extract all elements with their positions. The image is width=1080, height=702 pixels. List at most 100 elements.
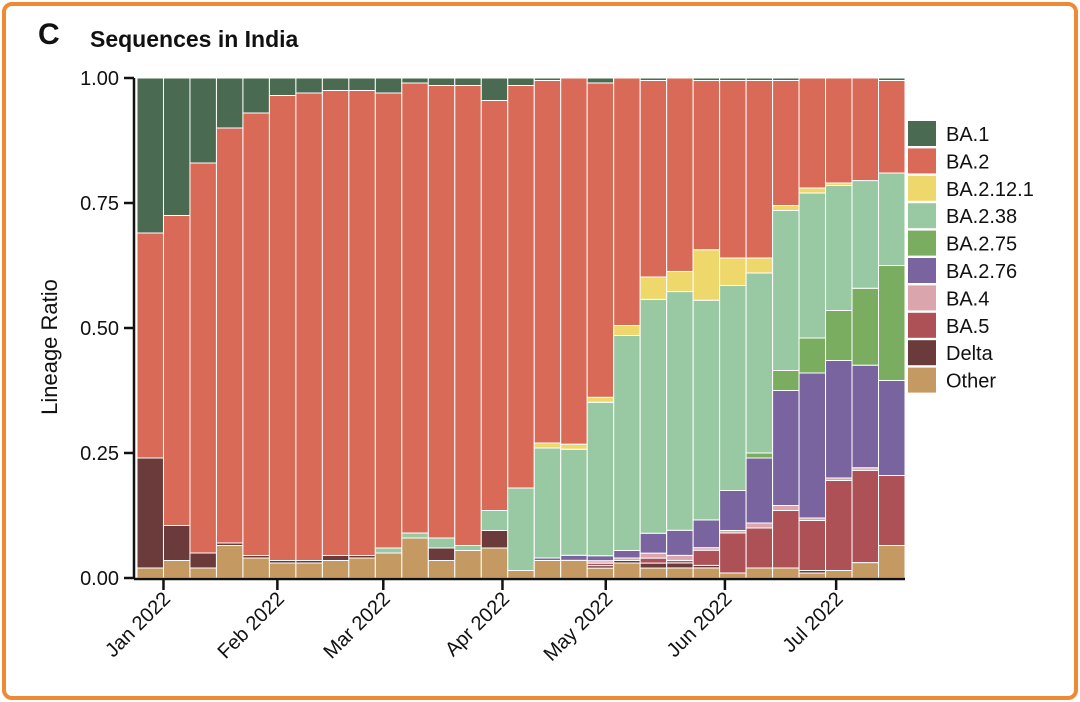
bar-segment-other-2: [189, 567, 217, 579]
legend-label-ba-2-38: BA.2.38: [946, 206, 1017, 228]
bar-segment-other-18: [613, 562, 641, 579]
bar-segment-ba-2-5: [268, 95, 297, 561]
bar-segment-ba-2-8: [348, 90, 376, 556]
bar-segment-ba-2-28: [878, 80, 906, 174]
bar-segment-other-16: [560, 559, 588, 579]
bar-segment-ba-5-27: [851, 469, 880, 564]
bar-segment-ba-2-38-27: [851, 180, 880, 289]
bar-segment-ba-2-7: [321, 90, 350, 556]
bar-segment-delta-0: [136, 457, 164, 569]
bar-segment-ba-2-38-25: [798, 192, 827, 339]
panel-label: C: [38, 18, 60, 51]
bar-segment-ba-2-76-16: [560, 554, 588, 561]
bar-segment-ba-1-21: [692, 77, 721, 82]
bar-segment-other-11: [427, 560, 456, 579]
bar-segment-ba-1-2: [189, 77, 217, 164]
bar-segment-ba-4-23: [745, 522, 774, 529]
legend-swatch-other: [908, 367, 936, 393]
bar-segment-ba-1-24: [772, 77, 800, 81]
bar-segment-ba-2-15: [533, 80, 562, 444]
bar-segment-ba-2-9: [374, 92, 403, 549]
bar-segment-ba-1-11: [427, 77, 456, 86]
bar-segment-ba-2-12-1-16: [560, 443, 588, 450]
bar-segment-ba-2-12-1-20: [666, 270, 694, 293]
bar-segment-ba-1-0: [136, 77, 164, 234]
legend-swatch-delta: [908, 340, 936, 366]
bar-segment-ba-5-19: [639, 557, 668, 564]
bar-segment-other-6: [295, 562, 323, 579]
bar-segment-ba-2-25: [798, 77, 827, 189]
bar-segment-ba-2-13: [480, 100, 509, 511]
bar-segment-other-1: [162, 560, 191, 579]
y-tick-layer: 0.00 0.25 0.50 0.75 1.00: [80, 68, 134, 590]
x-tick-label: Apr 2022: [441, 588, 514, 661]
bar-segment-ba-2-6: [295, 92, 323, 561]
bar-segment-other-15: [533, 560, 562, 579]
legend-swatch-ba-1: [908, 121, 936, 146]
legend-label-ba-2: BA.2: [946, 151, 989, 173]
bar-segment-ba-2-76-25: [798, 372, 827, 519]
bar-segment-other-9: [374, 552, 403, 579]
bar-segment-ba-2-38-13: [480, 510, 509, 531]
bar-segment-ba-5-22: [719, 532, 747, 574]
bar-segment-ba-1-17: [586, 77, 615, 84]
bar-segment-ba-2-75-28: [878, 265, 906, 381]
legend: BA.1 BA.2 BA.2.12.1 BA.2.38 BA.2.75 BA.2.76 BA…: [908, 121, 1034, 393]
legend-swatch-ba-2-12-1: [908, 175, 936, 201]
bar-segment-ba-1-12: [454, 77, 482, 86]
bar-segment-other-24: [772, 567, 800, 579]
bar-segment-other-21: [692, 567, 721, 579]
bar-segment-other-17: [586, 567, 615, 579]
bar-segment-ba-2-38-14: [507, 487, 535, 571]
y-tick-label: 0.00: [80, 568, 119, 590]
bar-segment-other-19: [639, 567, 668, 579]
bar-stack-layer: [136, 77, 906, 579]
bar-segment-ba-2-12-1-22: [719, 257, 747, 286]
legend-swatch-ba-2-76: [908, 258, 936, 283]
bar-segment-delta-1: [162, 525, 191, 561]
bar-segment-ba-4-19: [639, 552, 668, 559]
bar-segment-ba-2-76-26: [825, 360, 853, 479]
bar-segment-other-0: [136, 567, 164, 579]
bar-segment-ba-1-5: [268, 77, 297, 96]
bar-segment-ba-2-75-24: [772, 370, 800, 391]
legend-label-ba-2-76: BA.2.76: [946, 261, 1017, 283]
bar-segment-ba-5-24: [772, 510, 800, 569]
bar-segment-ba-1-1: [162, 77, 191, 216]
bar-segment-ba-2-10: [401, 82, 429, 534]
bar-segment-other-7: [321, 560, 350, 579]
legend-swatch-ba-2-75: [908, 230, 936, 256]
x-tick-label: Jan 2022: [101, 588, 175, 662]
bar-segment-ba-1-22: [719, 77, 747, 81]
bar-segment-ba-2-12-1-15: [533, 442, 562, 449]
x-tick-layer: Jan 2022 Feb 2022 Mar 2022 Apr 2022 May 2022…: [101, 579, 848, 666]
bar-segment-ba-1-3: [215, 77, 244, 129]
bar-segment-ba-2-76-18: [613, 550, 641, 559]
x-tick-label: May 2022: [540, 588, 618, 666]
bar-segment-ba-5-23: [745, 527, 774, 569]
bar-segment-ba-2-38-19: [639, 298, 668, 534]
bar-segment-ba-2-75-26: [825, 310, 853, 361]
bar-segment-ba-1-14: [507, 77, 535, 86]
bar-segment-delta-19: [639, 562, 668, 569]
legend-label-ba-5: BA.5: [946, 316, 989, 338]
chart-title: Sequences in India: [90, 26, 299, 52]
bar-segment-ba-1-10: [401, 77, 429, 84]
bar-segment-ba-2-38-10: [401, 532, 429, 539]
legend-label-other: Other: [946, 371, 996, 393]
bar-segment-ba-2-22: [719, 80, 747, 259]
bar-segment-ba-2-12-1-19: [639, 276, 668, 300]
bar-segment-ba-4-24: [772, 505, 800, 511]
x-tick-label: Jul 2022: [779, 588, 848, 657]
bar-segment-other-8: [348, 557, 376, 579]
bar-segment-ba-1-15: [533, 77, 562, 81]
bar-segment-delta-20: [666, 562, 694, 569]
bar-segment-ba-2-38-28: [878, 172, 906, 266]
y-tick-label: 1.00: [80, 68, 119, 90]
bar-segment-ba-2-12-1-21: [692, 249, 721, 301]
bar-segment-ba-2-38-23: [745, 272, 774, 454]
bar-segment-ba-2-76-28: [878, 380, 906, 476]
bar-segment-other-10: [401, 537, 429, 579]
bar-segment-other-3: [215, 545, 244, 579]
bar-segment-ba-2-12-1-25: [798, 187, 827, 194]
